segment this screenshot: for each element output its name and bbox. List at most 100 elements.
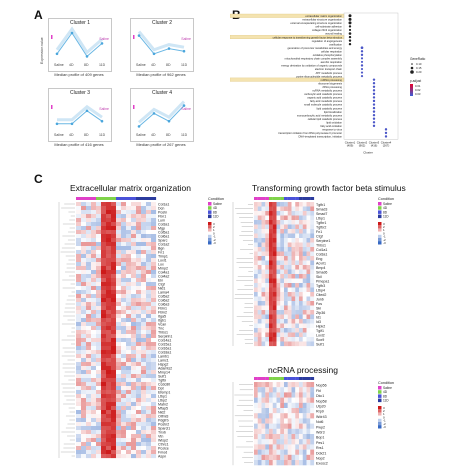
heatmap-cell	[141, 434, 147, 439]
scale-legend-label: -3	[383, 241, 386, 245]
heatmap-cell	[96, 238, 102, 243]
heatmap-cell	[126, 446, 132, 451]
heatmap-cell	[121, 422, 127, 427]
heatmap-cell	[287, 265, 292, 270]
heatmap-cell	[141, 306, 147, 311]
heatmap-cell	[299, 449, 303, 455]
heatmap-cell	[254, 382, 258, 388]
heatmap-cell	[106, 326, 112, 331]
go-term-label: response to virus	[322, 128, 342, 132]
heatmap-cell	[276, 387, 281, 393]
heatmap-cell	[287, 397, 292, 403]
heatmap-cell	[146, 370, 152, 375]
heatmap-cell	[257, 328, 262, 333]
heatmap-cell	[131, 366, 137, 371]
heatmap-cell	[136, 354, 142, 359]
heatmap-cell	[284, 229, 288, 234]
heatmap-cell	[146, 242, 152, 247]
gene-label: Col6a3	[158, 303, 169, 307]
heatmap-cell	[302, 292, 307, 297]
heatmap-cell	[276, 314, 281, 320]
scale-legend-label: 0	[213, 231, 215, 235]
heatmap-cell	[76, 318, 82, 323]
heatmap-cell	[141, 426, 147, 431]
heatmap-cell	[276, 305, 281, 311]
heatmap-cell	[81, 254, 87, 259]
heatmap-cell	[111, 274, 117, 279]
heatmap-cell	[302, 328, 307, 333]
heatmap-cell	[272, 423, 277, 429]
scale-legend-cell	[378, 409, 382, 413]
heatmap-cell	[76, 274, 82, 279]
heatmap-cell	[254, 247, 258, 252]
heatmap-cell	[280, 341, 285, 347]
heatmap-cell	[310, 314, 315, 320]
heatmap-cell	[81, 258, 87, 263]
heatmap-cell	[284, 238, 288, 243]
heatmap-cell	[291, 260, 296, 266]
heatmap-cell	[254, 319, 258, 324]
heatmap-cell	[96, 314, 102, 319]
heatmap-cell	[131, 214, 137, 219]
heatmap-cell	[257, 251, 262, 257]
heatmap-cell	[81, 234, 87, 239]
heatmap-cell	[310, 337, 315, 342]
gene-label: Loxl1	[158, 259, 167, 263]
heatmap-cell	[116, 202, 122, 207]
heatmap-cell	[126, 274, 132, 279]
heatmap-cell	[269, 206, 273, 212]
heatmap-cell	[284, 382, 288, 388]
heatmap-cell	[96, 422, 102, 427]
heatmap-cell	[306, 454, 311, 461]
heatmap-cell	[276, 449, 281, 455]
heatmap-cell	[299, 418, 303, 424]
heatmap-cell	[106, 410, 112, 415]
heatmap-cell	[287, 229, 292, 234]
heatmap-cell	[295, 251, 300, 257]
heatmap-cell	[141, 206, 147, 211]
condition-legend-swatch	[208, 202, 212, 206]
heatmap-cell	[310, 449, 315, 455]
heatmap-cell	[111, 234, 117, 239]
heatmap-cell	[269, 328, 273, 333]
heatmap-cell	[91, 378, 97, 383]
heatmap-cell	[261, 392, 266, 398]
heatmap-cell	[272, 402, 277, 409]
heatmap-cell	[91, 250, 97, 255]
heatmap-cell	[106, 442, 112, 447]
heatmap-cell	[131, 454, 137, 459]
heatmap-cell	[111, 450, 117, 455]
heatmap-cell	[131, 382, 137, 387]
heatmap-cell	[141, 302, 147, 307]
heatmap-cell	[146, 390, 152, 395]
heatmap-cell	[81, 374, 87, 379]
heatmap-cell	[299, 402, 303, 409]
heatmap-cell	[116, 378, 122, 383]
heatmap-cell	[272, 238, 277, 243]
heatmap-cell	[116, 398, 122, 403]
heatmap-cell	[299, 301, 303, 306]
heatmap-cell	[295, 310, 300, 315]
gene-label: Rrs1	[316, 446, 324, 450]
heatmap-cell	[254, 418, 258, 424]
heatmap-cell	[126, 366, 132, 371]
heatmap-cell	[276, 260, 281, 266]
heatmap-cell	[76, 410, 82, 415]
heatmap-cell	[86, 246, 92, 251]
scale-legend-cell	[378, 225, 382, 229]
heatmap-cell	[146, 358, 152, 363]
heatmap-cell	[257, 397, 262, 403]
heatmap-cell	[287, 423, 292, 429]
heatmap-cell	[106, 290, 112, 295]
heatmap-cell	[257, 211, 262, 216]
gene-label: Cthrc1	[158, 443, 169, 447]
heatmap-cell	[151, 374, 157, 379]
heatmap-cell	[287, 434, 292, 440]
heatmap-cell	[96, 206, 102, 211]
heatmap-cell	[141, 286, 147, 291]
heatmap-cell	[76, 374, 82, 379]
heatmap-cell	[146, 210, 152, 215]
heatmap-cell	[96, 274, 102, 279]
go-dot	[372, 117, 376, 120]
heatmap-cell	[265, 233, 270, 239]
